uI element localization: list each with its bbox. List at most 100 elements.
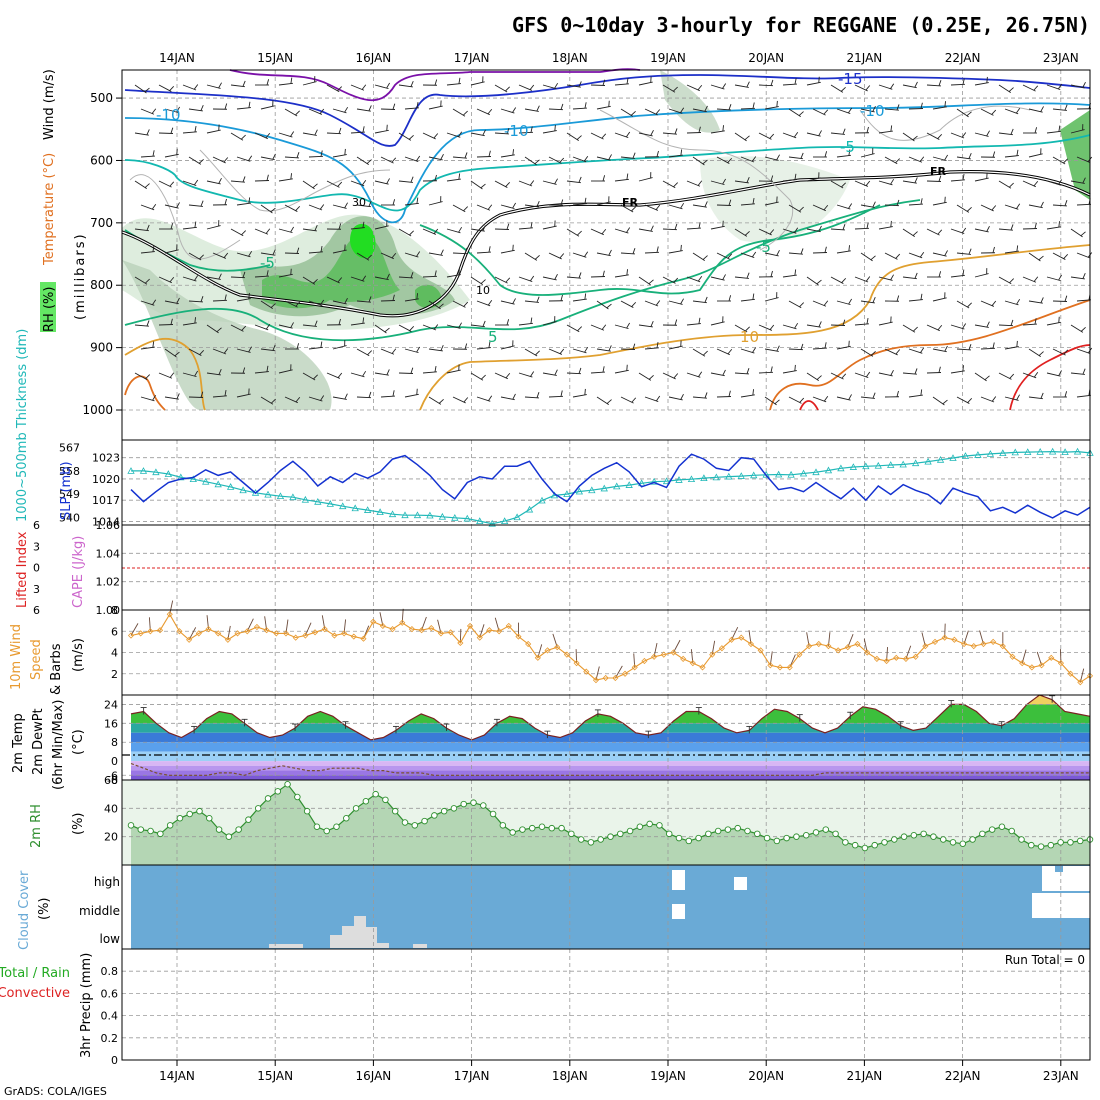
wind-barb-feather [920,389,923,396]
wind-barb [212,395,227,398]
wind-barb-feather [362,221,365,228]
wind-barb [788,204,802,213]
thickness-point [725,472,733,480]
wind-barb-feather [194,125,197,133]
wind-barb-feather [912,326,918,332]
wind-barb [830,276,844,284]
date-label-bottom: 17JAN [454,1069,490,1083]
wind-barb [332,154,347,158]
wind-barb-feather [530,126,533,133]
wind-barb [404,393,419,398]
wind-barb-feather [1040,297,1044,304]
wind-barb [620,108,634,117]
wind-barb-feather [151,108,157,114]
wind-barb-feather [752,293,755,300]
wind-barb-feather [386,369,390,376]
wind-barb [350,372,365,378]
wind-barb [692,396,707,399]
wind-barb-feather [416,101,419,109]
wind-label: Wind (m/s) [42,69,57,140]
wind-barb [950,179,965,182]
wind-barb [1076,156,1091,163]
wind-barb-feather [296,152,300,158]
wind-barb-feather [1033,276,1039,282]
wind-barb [734,84,749,88]
thickness-point [1024,448,1032,456]
wind-barb [686,323,701,326]
wind-barb [542,372,557,376]
wind-barb-feather [463,206,469,212]
wind-barb [308,204,323,211]
wind-barb [428,201,443,206]
wind-barb [812,347,827,350]
wind-point [854,640,861,648]
wind-barb [182,180,197,186]
wind-barb [158,372,173,379]
wind-barb [398,276,413,279]
wind-barb [1070,180,1085,184]
wind-barb-feather [392,199,396,206]
wind-barb [710,84,725,90]
wind-barb-feather [625,131,631,138]
wind-barb [236,202,251,206]
wind-barb-feather [224,103,228,110]
wind-barb-feather [152,341,155,348]
wind-barb-feather [241,230,247,236]
wind-barb [620,396,634,404]
wind-barb-feather [774,399,780,405]
wind-barb-feather [920,102,923,109]
wind-point [350,633,357,640]
wind-barb [548,108,564,111]
wind-barb-feather [799,302,805,308]
wind-barb-feather [362,126,365,133]
contour-label: 10 [740,328,759,346]
wind-barb-feather [578,272,582,279]
wind-barb-feather [992,246,995,253]
wind-barb-feather [746,81,750,88]
wind-barb-feather [265,323,271,330]
wind-barb-feather [1058,179,1063,185]
precip-tick-label: 0.8 [101,965,119,978]
wind-barb [596,252,611,257]
rh-point [812,829,820,836]
lifted-tick-label: 3 [33,540,40,553]
wind-point [612,674,619,682]
wind-barb [182,276,197,282]
thickness-point [376,508,384,516]
wind-barb-feather [440,344,444,351]
wind-barb-feather [463,301,469,307]
surface-wind-barb [731,626,739,640]
wind-barb [1022,276,1037,283]
rh-point [724,826,732,833]
wind-barb [380,348,395,355]
wind-barb [860,204,875,208]
wind-barb-feather [914,177,918,184]
wind-barb [380,156,394,164]
wind-barb-feather [626,173,629,180]
wind-barb [1022,323,1037,326]
wind-barb [908,252,923,259]
rh-color-swatch [40,282,56,332]
wind-barb-feather [536,200,540,207]
wind-barb [188,348,202,356]
wind-barb-feather [392,103,396,110]
date-label-bottom: 21JAN [847,1069,883,1083]
precip-panel: Run Total = 0 0 0.2 0.4 0.6 0.8 [101,948,1091,1067]
rh-point [147,827,154,835]
wind-barb-feather [866,222,869,229]
wind-barb-feather [512,149,514,156]
precip-total-label: Total / Rain [0,966,70,981]
wind-barb [1076,394,1091,398]
wind-barb [206,276,221,280]
wind-barb-feather [505,86,510,92]
wind-barb [422,371,437,374]
wind-barb-feather [1064,104,1068,111]
slp-tick-label: 1023 [92,452,120,465]
wind-barb-feather [752,102,755,109]
wind-barb [494,276,508,284]
wind-barb [572,107,587,110]
rh-point [568,830,575,838]
wind-barb-feather [961,227,967,234]
wind-barb [404,156,419,162]
wind-barb-feather [800,152,804,159]
